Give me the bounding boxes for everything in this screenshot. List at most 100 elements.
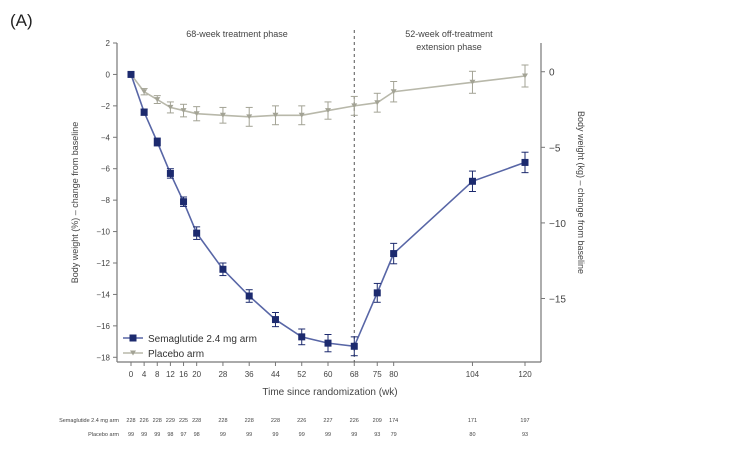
- table-cell: 197: [520, 418, 529, 424]
- y-tick-label: −6: [101, 165, 111, 174]
- data-point-semaglutide: [373, 289, 381, 297]
- table-cell: 99: [141, 432, 147, 438]
- data-point-placebo: [246, 114, 253, 120]
- table-cell: 226: [350, 418, 359, 424]
- y-tick-label: −14: [96, 290, 110, 299]
- x-tick-label: 52: [297, 370, 306, 379]
- x-tick-label: 20: [192, 370, 201, 379]
- data-point-semaglutide: [271, 316, 279, 324]
- data-point-placebo: [325, 108, 331, 114]
- legend-label: Placebo arm: [148, 349, 204, 360]
- data-point-semaglutide: [468, 177, 476, 185]
- y-right-tick-label: −15: [549, 295, 566, 306]
- panel-label: (A): [10, 11, 33, 30]
- x-axis-title: Time since randomization (wk): [262, 387, 397, 398]
- table-cell: 229: [166, 418, 175, 424]
- table-cell: 93: [522, 432, 528, 438]
- x-tick-label: 36: [245, 370, 254, 379]
- data-point-placebo: [469, 79, 476, 85]
- table-cell: 99: [128, 432, 134, 438]
- data-point-semaglutide: [298, 333, 306, 341]
- y-right-tick-label: −10: [549, 219, 566, 230]
- data-point-semaglutide: [521, 158, 529, 166]
- table-cell: 99: [272, 432, 278, 438]
- data-point-semaglutide: [245, 292, 253, 300]
- table-cell: 228: [245, 418, 254, 424]
- y-tick-label: 0: [106, 70, 111, 79]
- data-point-semaglutide: [140, 108, 148, 116]
- data-point-placebo: [298, 112, 305, 118]
- data-point-placebo: [154, 97, 161, 103]
- data-point-placebo: [374, 100, 381, 106]
- table-cell: 80: [469, 432, 475, 438]
- x-tick-label: 28: [218, 370, 227, 379]
- y-axis-title: Body weight (%) – change from baseline: [70, 122, 80, 284]
- data-point-semaglutide: [153, 138, 161, 146]
- data-point-placebo: [219, 112, 226, 118]
- x-tick-label: 120: [518, 370, 532, 379]
- y-tick-label: −4: [101, 133, 111, 142]
- series-line: [130, 74, 526, 348]
- y-tick-label: −10: [96, 228, 110, 237]
- x-tick-label: 4: [142, 370, 147, 379]
- phase-label-extension-line2: extension phase: [416, 42, 482, 52]
- y-tick-label: −16: [96, 322, 110, 331]
- table-cell: 225: [179, 418, 188, 424]
- data-point-semaglutide: [350, 342, 358, 350]
- data-point-placebo: [193, 111, 200, 117]
- legend-marker-square: [129, 334, 137, 342]
- table-cell: 99: [325, 432, 331, 438]
- data-point-placebo: [141, 89, 148, 95]
- x-tick-label: 80: [389, 370, 398, 379]
- table-cell: 228: [126, 418, 135, 424]
- data-point-semaglutide: [180, 198, 188, 206]
- data-point-placebo: [180, 108, 187, 114]
- y-right-axis-title: Body weight (kg) – change from baseline: [576, 111, 586, 274]
- table-cell: 228: [192, 418, 201, 424]
- data-point-placebo: [522, 73, 528, 79]
- table-row-label: Placebo arm: [88, 432, 119, 438]
- y-right-tick-label: 0: [549, 68, 555, 79]
- table-cell: 98: [167, 432, 173, 438]
- table-cell: 174: [389, 418, 398, 424]
- y-tick-label: −18: [96, 353, 110, 362]
- table-cell: 97: [180, 432, 186, 438]
- legend-label: Semaglutide 2.4 mg arm: [148, 334, 257, 345]
- y-tick-label: −2: [101, 102, 111, 111]
- table-cell: 93: [374, 432, 380, 438]
- data-point-placebo: [272, 112, 279, 118]
- series-line: [130, 73, 526, 118]
- phase-label-treatment: 68-week treatment phase: [186, 29, 288, 39]
- data-point-placebo: [390, 89, 397, 95]
- y-right-tick-label: −5: [549, 143, 561, 154]
- legend-marker-triangle: [130, 350, 136, 356]
- table-cell: 226: [297, 418, 306, 424]
- data-point-semaglutide: [324, 339, 332, 347]
- table-cell: 228: [218, 418, 227, 424]
- data-point-semaglutide: [390, 250, 398, 258]
- table-cell: 226: [140, 418, 149, 424]
- table-cell: 227: [323, 418, 332, 424]
- x-tick-label: 0: [129, 370, 134, 379]
- phase-label-extension-line1: 52-week off-treatment: [405, 29, 493, 39]
- table-row-label: Semaglutide 2.4 mg arm: [59, 418, 119, 424]
- x-tick-label: 44: [271, 370, 280, 379]
- x-tick-label: 68: [350, 370, 359, 379]
- data-point-placebo: [351, 103, 358, 109]
- data-point-semaglutide: [193, 229, 201, 237]
- table-cell: 79: [391, 432, 397, 438]
- table-cell: 171: [468, 418, 477, 424]
- table-cell: 99: [299, 432, 305, 438]
- data-point-semaglutide: [166, 169, 174, 177]
- x-tick-label: 8: [155, 370, 160, 379]
- table-cell: 99: [351, 432, 357, 438]
- table-cell: 209: [373, 418, 382, 424]
- table-cell: 228: [153, 418, 162, 424]
- y-tick-label: 2: [106, 39, 111, 48]
- table-cell: 99: [220, 432, 226, 438]
- x-tick-label: 75: [373, 370, 382, 379]
- data-point-placebo: [167, 104, 174, 110]
- table-cell: 99: [154, 432, 160, 438]
